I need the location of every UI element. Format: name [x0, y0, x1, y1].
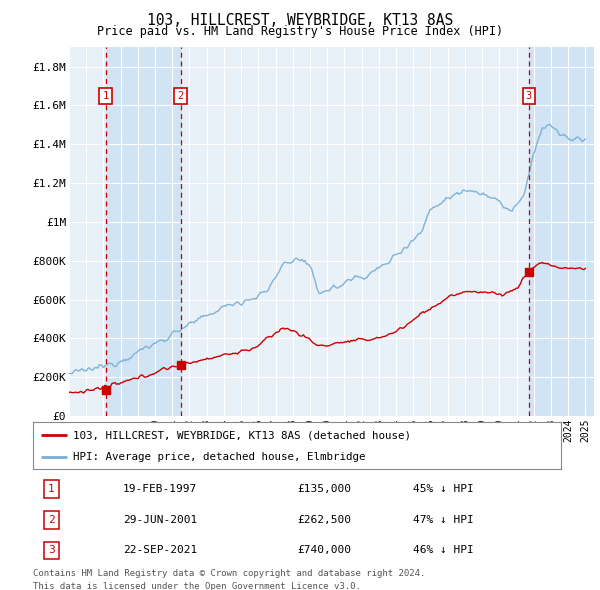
Text: 103, HILLCREST, WEYBRIDGE, KT13 8AS: 103, HILLCREST, WEYBRIDGE, KT13 8AS: [147, 13, 453, 28]
Text: Price paid vs. HM Land Registry's House Price Index (HPI): Price paid vs. HM Land Registry's House …: [97, 25, 503, 38]
Text: 47% ↓ HPI: 47% ↓ HPI: [413, 515, 474, 525]
Text: 29-JUN-2001: 29-JUN-2001: [123, 515, 197, 525]
Text: 1: 1: [103, 91, 109, 101]
Text: £135,000: £135,000: [297, 484, 351, 494]
Text: 2: 2: [178, 91, 184, 101]
Text: Contains HM Land Registry data © Crown copyright and database right 2024.: Contains HM Land Registry data © Crown c…: [33, 569, 425, 578]
Text: 45% ↓ HPI: 45% ↓ HPI: [413, 484, 474, 494]
Text: 103, HILLCREST, WEYBRIDGE, KT13 8AS (detached house): 103, HILLCREST, WEYBRIDGE, KT13 8AS (det…: [73, 430, 410, 440]
Text: This data is licensed under the Open Government Licence v3.0.: This data is licensed under the Open Gov…: [33, 582, 361, 590]
Text: HPI: Average price, detached house, Elmbridge: HPI: Average price, detached house, Elmb…: [73, 453, 365, 462]
Text: 1: 1: [48, 484, 55, 494]
Text: 2: 2: [48, 515, 55, 525]
Text: £740,000: £740,000: [297, 546, 351, 555]
Text: 46% ↓ HPI: 46% ↓ HPI: [413, 546, 474, 555]
Bar: [106, 47, 181, 416]
Text: 22-SEP-2021: 22-SEP-2021: [123, 546, 197, 555]
Text: 3: 3: [526, 91, 532, 101]
Text: 3: 3: [48, 546, 55, 555]
Bar: [529, 47, 594, 416]
Text: 19-FEB-1997: 19-FEB-1997: [123, 484, 197, 494]
Text: £262,500: £262,500: [297, 515, 351, 525]
